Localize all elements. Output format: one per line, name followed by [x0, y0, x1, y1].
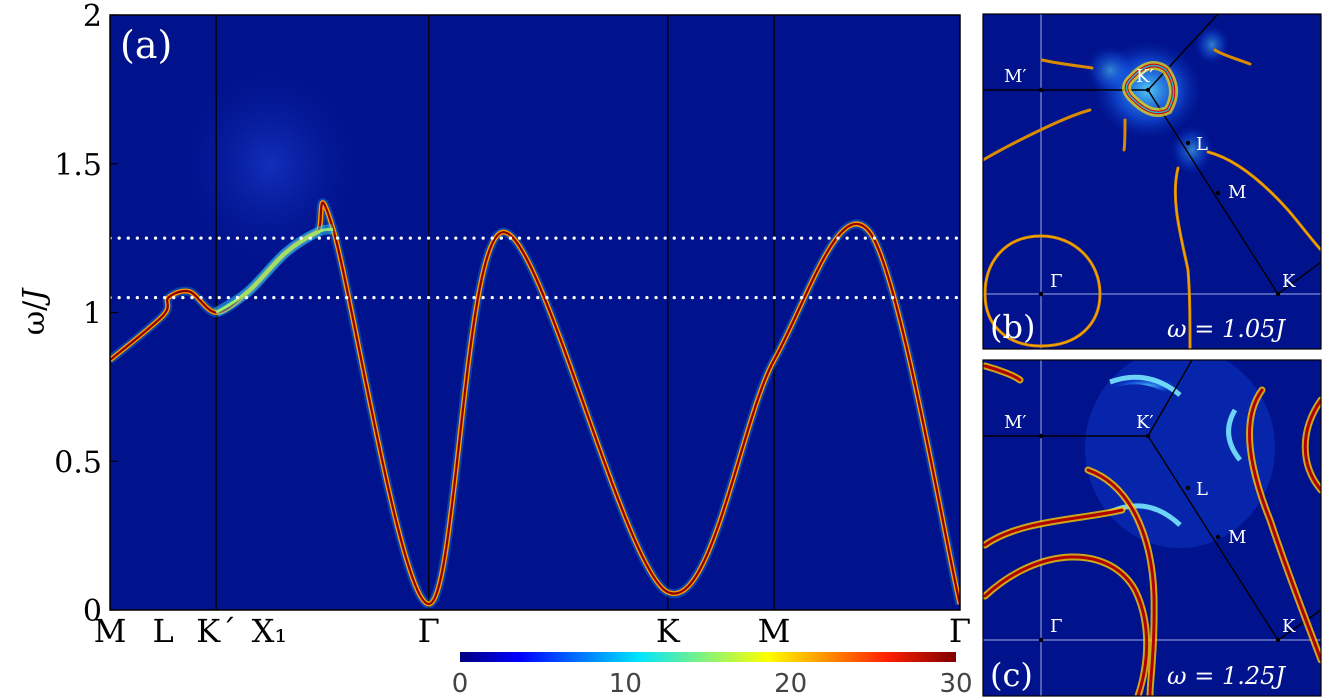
panel-a: 00.511.52 M L K´ X₁ Γ K M Γ (a) ω/J: [17, 0, 971, 650]
panel-b-omega: ω = 1.05J: [1167, 315, 1286, 343]
colorbar-ticks: 0 10 20 30: [452, 669, 973, 699]
colorbar-tick-label: 30: [939, 669, 972, 699]
panel-c-m-label: M: [1228, 527, 1246, 548]
continuum-haze: [160, 45, 380, 285]
colorbar-tick-label: 10: [609, 669, 642, 699]
dispersion-curve: [110, 198, 960, 609]
broadened-segment-core: [215, 227, 334, 314]
colorbar-tick-label: 20: [774, 669, 807, 699]
panel-a-plot-area: [110, 15, 960, 610]
y-tick-label: 2: [83, 0, 102, 34]
y-axis-ticks: 0 0.5 1 1.5 2: [54, 0, 118, 629]
colorbar: 0 10 20 30: [452, 652, 973, 699]
x-tick-label: L: [153, 612, 174, 650]
y-tick-label: 0.5: [54, 445, 102, 480]
x-tick-label: Γ: [418, 612, 440, 650]
y-tick-label: 0: [83, 594, 102, 629]
panel-b: Γ M′ K′ L M K (b) ω = 1.05J: [982, 13, 1322, 350]
y-axis-label: ω/J: [17, 287, 52, 336]
panel-c-kprime-label: K′: [1136, 412, 1154, 433]
panel-c: Γ M′ K′ L M K (c) ω = 1.25J: [982, 359, 1322, 697]
glow-left: [1085, 45, 1135, 95]
x-tick-label: M: [758, 612, 791, 650]
panel-c-frame: [982, 359, 1322, 697]
panel-c-mprime-label: M′: [1004, 412, 1027, 433]
panel-b-points: [1038, 87, 1281, 297]
panel-c-points: [1038, 433, 1281, 643]
panel-b-m-label: M: [1228, 182, 1246, 203]
colorbar-tick-label: 0: [452, 669, 469, 699]
panel-c-contours: [983, 362, 1321, 696]
x-axis-ticks: M L K´ X₁ Γ K M Γ: [94, 612, 971, 650]
colorbar-gradient: [460, 652, 956, 662]
panel-c-k-label: K: [1282, 616, 1296, 637]
panel-b-kprime-label: K′: [1136, 66, 1154, 87]
dispersion-core: [110, 201, 960, 606]
panel-c-gamma-label: Γ: [1050, 616, 1063, 637]
x-tick-label: K´: [196, 612, 236, 650]
panel-c-map: [983, 360, 1321, 696]
dotted-energy-lines: [110, 236, 960, 300]
x-tick-label: X₁: [252, 612, 288, 650]
panel-b-label: (b): [990, 308, 1035, 346]
panel-b-gamma-label: Γ: [1050, 271, 1063, 292]
glow-upper: [1194, 25, 1230, 65]
panel-c-label: (c): [990, 656, 1033, 694]
panel-c-omega: ω = 1.25J: [1167, 662, 1286, 690]
panel-b-map: [983, 14, 1321, 349]
x-tick-label: M: [94, 612, 127, 650]
panel-b-contours: [983, 48, 1321, 349]
glow-lower: [1170, 125, 1214, 175]
x-tick-label: K: [656, 612, 681, 650]
y-tick-label: 1: [83, 297, 102, 332]
y-tick-label: 1.5: [54, 148, 102, 183]
panel-a-label: (a): [120, 23, 172, 67]
x-tick-label: Γ: [949, 612, 971, 650]
panel-b-mprime-label: M′: [1004, 66, 1027, 87]
panel-c-continuum: [1085, 360, 1275, 548]
panel-b-frame: [982, 13, 1322, 350]
panel-c-l-label: L: [1196, 479, 1208, 500]
panel-b-k-label: K: [1282, 271, 1296, 292]
panel-b-l-label: L: [1196, 134, 1208, 155]
